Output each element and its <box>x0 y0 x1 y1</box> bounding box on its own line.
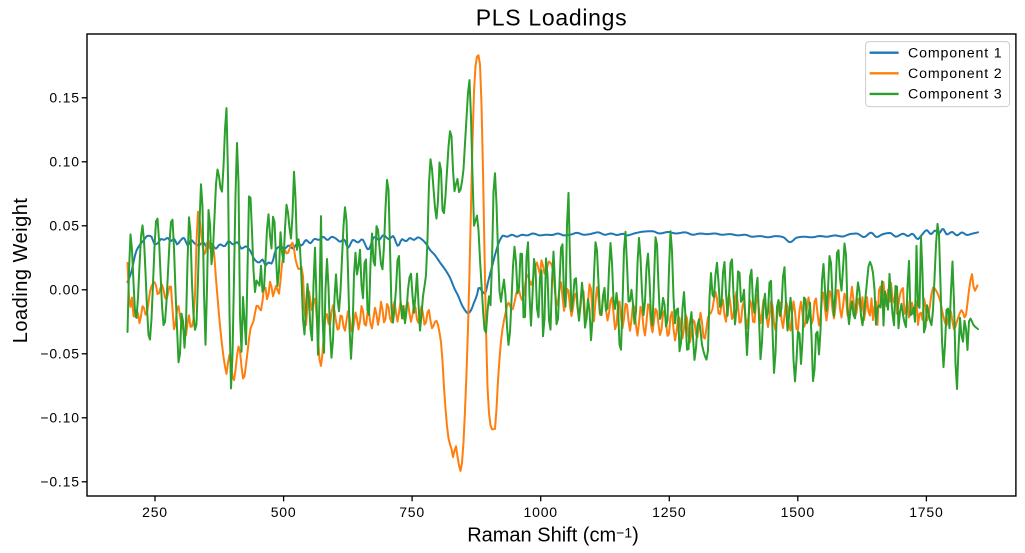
svg-text:Component 1: Component 1 <box>908 46 1003 62</box>
svg-text:0.10: 0.10 <box>49 154 79 170</box>
svg-text:750: 750 <box>399 504 425 520</box>
svg-text:Component 3: Component 3 <box>908 87 1003 103</box>
svg-text:1750: 1750 <box>909 504 943 520</box>
svg-text:PLS Loadings: PLS Loadings <box>476 5 628 31</box>
svg-text:0.15: 0.15 <box>49 90 79 106</box>
svg-text:1500: 1500 <box>781 504 815 520</box>
svg-text:500: 500 <box>271 504 297 520</box>
svg-text:−0.05: −0.05 <box>40 346 79 362</box>
svg-text:−0.10: −0.10 <box>40 410 79 426</box>
svg-text:1250: 1250 <box>652 504 686 520</box>
svg-text:0.00: 0.00 <box>49 282 79 298</box>
svg-text:Component 2: Component 2 <box>908 66 1003 82</box>
svg-text:Loading Weight: Loading Weight <box>10 198 32 344</box>
svg-text:250: 250 <box>142 504 168 520</box>
svg-text:Raman Shift (cm−1): Raman Shift (cm−1) <box>467 524 639 546</box>
svg-text:1000: 1000 <box>524 504 558 520</box>
svg-text:−0.15: −0.15 <box>40 474 79 490</box>
svg-text:0.05: 0.05 <box>49 218 79 234</box>
